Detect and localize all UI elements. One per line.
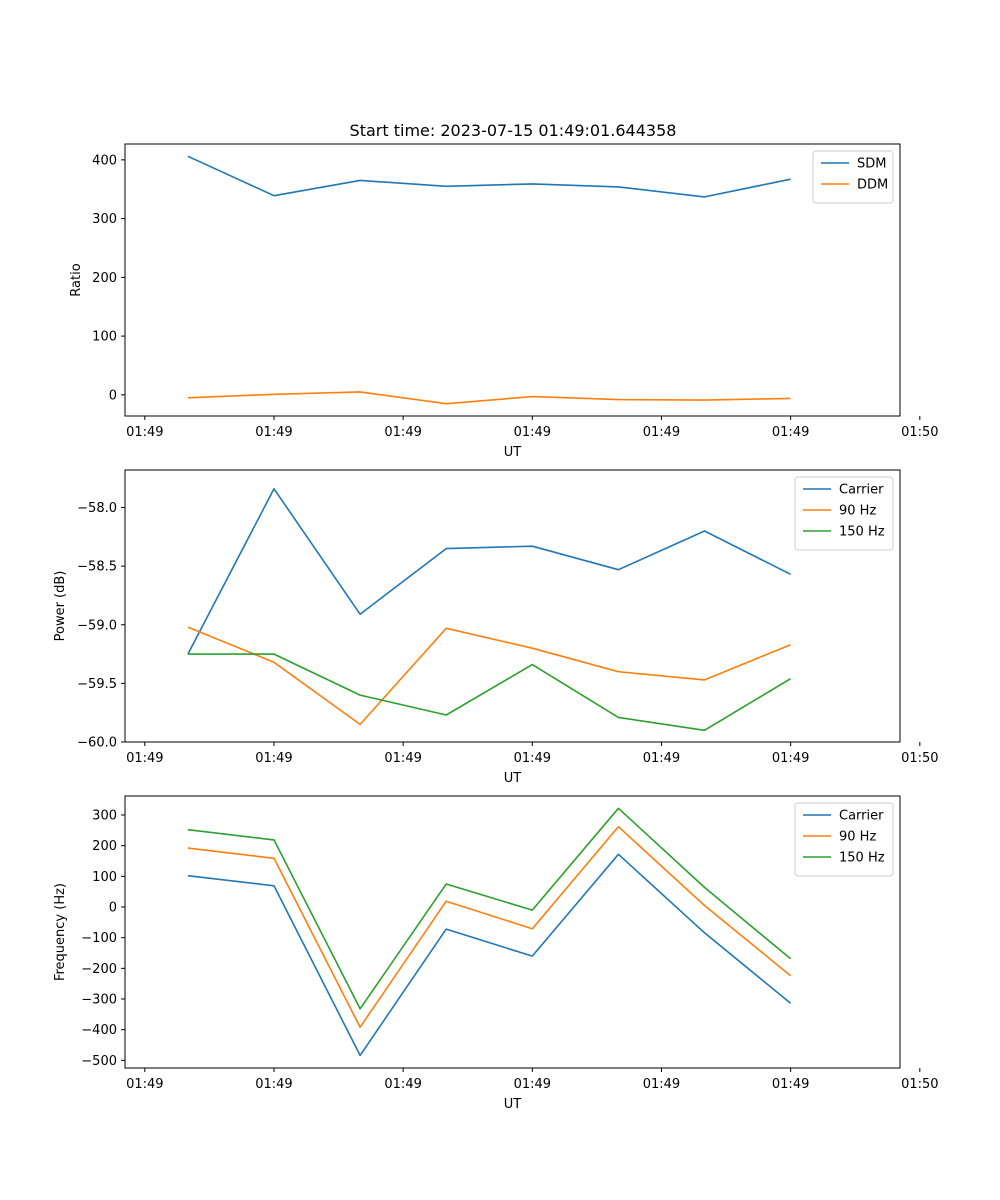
legend-label: Carrier: [839, 809, 884, 824]
y-tick-label: −300: [81, 993, 117, 1008]
x-tick-label: 01:49: [126, 1077, 163, 1092]
x-tick-label: 01:49: [384, 425, 421, 440]
x-axis-label: UT: [504, 445, 522, 460]
series-line-150-hz: [187, 653, 792, 732]
y-tick-label: 200: [92, 271, 117, 286]
y-tick-label: −500: [81, 1054, 117, 1069]
legend-ratio: SDM DDM: [812, 150, 894, 204]
y-tick-label: 100: [92, 330, 117, 345]
y-tick-label: 0: [109, 901, 117, 916]
x-tick-label: 01:50: [901, 425, 938, 440]
x-tick-label: 01:49: [772, 1077, 809, 1092]
y-axis-label: Power (dB): [53, 571, 68, 642]
y-axis-label: Frequency (Hz): [53, 883, 68, 981]
x-tick-label: 01:49: [643, 1077, 680, 1092]
x-tick-label: 01:49: [514, 751, 551, 766]
axes-frame-frequency: [124, 795, 901, 1069]
x-tick-label: 01:49: [384, 1077, 421, 1092]
series-line-90-hz: [187, 626, 791, 726]
legend-power: Carrier 90 Hz 150 Hz: [794, 476, 894, 551]
x-tick-label: 01:49: [643, 751, 680, 766]
x-tick-label: 01:49: [126, 751, 163, 766]
x-tick-label: 01:49: [384, 751, 421, 766]
y-tick-label: 200: [92, 839, 117, 854]
series-line-90-hz: [187, 825, 792, 1028]
x-tick-label: 01:49: [514, 1077, 551, 1092]
legend-label: 150 Hz: [839, 851, 885, 866]
y-tick-label: 300: [92, 212, 117, 227]
y-tick-label: −400: [81, 1023, 117, 1038]
legend-label: SDM: [857, 157, 886, 172]
y-tick-label: 0: [109, 388, 117, 403]
chart-title: Start time: 2023-07-15 01:49:01.644358: [350, 121, 677, 140]
y-tick-label: 300: [92, 809, 117, 824]
subplot-frequency: 01:49 01:49 01:49 01:49 01:49 01:49 01:50 −500 −…: [53, 795, 939, 1112]
subplot-power: 01:49 01:49 01:49 01:49 01:49 01:49 01:50 −60.0…: [53, 469, 939, 786]
x-tick-label: 01:49: [255, 425, 292, 440]
x-axis-label: UT: [504, 1097, 522, 1112]
x-tick-label: 01:49: [772, 751, 809, 766]
legend-label: 90 Hz: [839, 830, 876, 845]
legend-label: Carrier: [839, 483, 884, 498]
x-axis-label: UT: [504, 771, 522, 786]
x-tick-label: 01:49: [255, 751, 292, 766]
legend-box: [812, 150, 894, 204]
y-tick-label: −59.0: [77, 618, 117, 633]
y-tick-label: −200: [81, 962, 117, 977]
legend-label: 90 Hz: [839, 504, 876, 519]
subplots: 01:49 01:49 01:49 01:49 01:49 01:49 01:50 0 100 2…: [53, 143, 939, 1112]
series-line-carrier: [187, 487, 791, 655]
x-tick-label: 01:49: [643, 425, 680, 440]
x-tick-label: 01:50: [901, 1077, 938, 1092]
x-tick-label: 01:49: [255, 1077, 292, 1092]
x-tick-label: 01:49: [126, 425, 163, 440]
y-tick-label: −58.0: [77, 501, 117, 516]
x-tick-label: 01:49: [772, 425, 809, 440]
y-tick-label: 400: [92, 153, 117, 168]
series-line-sdm: [187, 155, 791, 198]
x-tick-label: 01:50: [901, 751, 938, 766]
series-line-carrier: [187, 853, 792, 1057]
y-tick-label: −100: [81, 931, 117, 946]
legend-frequency: Carrier 90 Hz 150 Hz: [794, 802, 894, 877]
y-tick-label: −60.0: [77, 736, 117, 751]
legend-label: DDM: [857, 178, 888, 193]
legend-label: 150 Hz: [839, 525, 885, 540]
subplot-ratio: 01:49 01:49 01:49 01:49 01:49 01:49 01:50 0 100 2…: [69, 143, 939, 460]
y-tick-label: −59.5: [77, 677, 117, 692]
series-line-150-hz: [187, 807, 792, 1010]
x-tick-label: 01:49: [514, 425, 551, 440]
y-tick-label: −58.5: [77, 560, 117, 575]
y-axis-label: Ratio: [69, 263, 84, 296]
y-tick-label: 100: [92, 870, 117, 885]
axes-frame-power: [124, 469, 901, 743]
axes-frame-ratio: [124, 143, 901, 417]
series-line-ddm: [187, 391, 791, 405]
